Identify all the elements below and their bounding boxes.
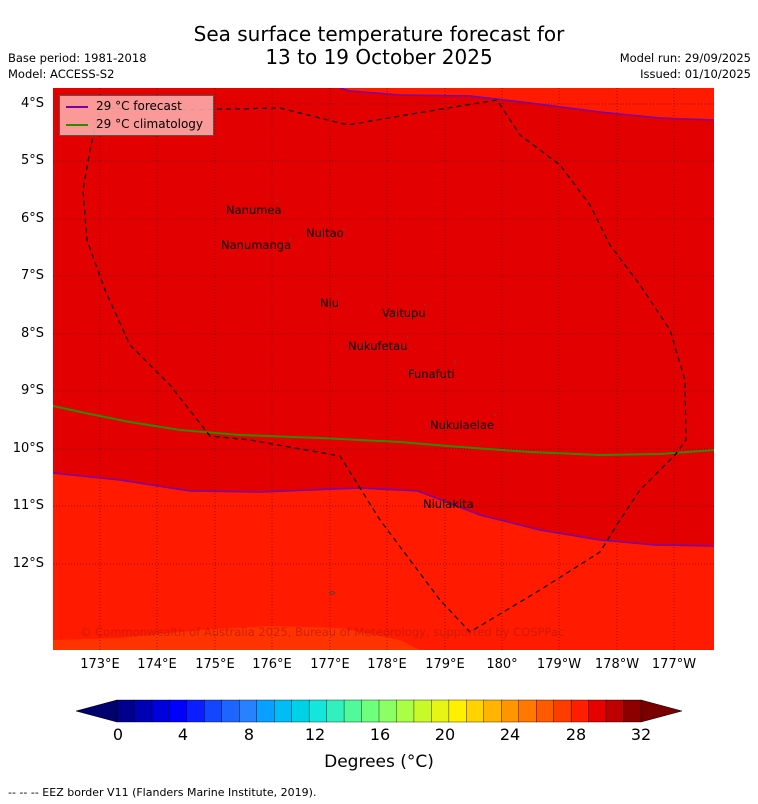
model-name: Model: ACCESS-S2 — [8, 67, 115, 81]
lon-label: 176°E — [252, 657, 292, 672]
colorbar-swatch — [483, 699, 502, 723]
forecast-29c-contour-north — [339, 88, 714, 121]
legend-climatology-label: 29 °C climatology — [96, 117, 204, 131]
legend-forecast: 29 °C forecast — [66, 99, 182, 113]
lat-label: 12°S — [12, 556, 44, 571]
sst-region-27-warm-patch — [53, 626, 420, 650]
place-label: Vaitupu — [382, 306, 426, 320]
colorbar-swatch — [274, 699, 293, 723]
eez-border — [82, 99, 687, 633]
lon-label: 180° — [486, 657, 518, 672]
lon-label: 179°E — [425, 657, 465, 672]
issued-date: Issued: 01/10/2025 — [640, 67, 751, 81]
colorbar-title: Degrees (°C) — [324, 752, 434, 772]
colorbar-swatch — [553, 699, 572, 723]
lon-label: 179°W — [536, 657, 582, 672]
lat-label: 7°S — [20, 268, 44, 283]
colorbar-tick-label: 32 — [630, 725, 652, 744]
lat-label: 11°S — [12, 498, 44, 513]
place-label: Niu — [320, 296, 340, 310]
colorbar-swatch — [588, 699, 607, 723]
lat-label: 4°S — [20, 96, 44, 111]
colorbar-min-extend — [75, 699, 118, 723]
sst-region-29-30 — [53, 88, 714, 546]
legend-forecast-line — [66, 105, 88, 108]
title-line1: Sea surface temperature forecast for — [193, 22, 565, 46]
legend-climatology-line — [66, 123, 88, 126]
copyright-notice: © Commonwealth of Australia 2025, Bureau… — [80, 625, 565, 639]
colorbar-swatch — [326, 699, 345, 723]
contour-legend: 29 °C forecast 29 °C climatology — [59, 95, 214, 136]
colorbar-swatch — [466, 699, 485, 723]
forecast-29c-contour — [53, 472, 714, 547]
lon-label: 178°W — [594, 657, 640, 672]
colorbar-tick-label: 0 — [112, 725, 124, 744]
lat-label: 5°S — [20, 153, 44, 168]
colorbar-swatch — [343, 699, 363, 723]
colorbar-swatch — [536, 699, 555, 723]
lon-label: 178°E — [367, 657, 407, 672]
place-label: Niulakita — [423, 497, 474, 511]
colorbar-tick-label: 20 — [434, 725, 456, 744]
colorbar-swatch — [239, 699, 258, 723]
colorbar-swatch — [448, 699, 467, 723]
colorbar-tick-label: 16 — [369, 725, 391, 744]
colorbar-swatch — [570, 699, 590, 723]
title-line2: 13 to 19 October 2025 — [265, 45, 493, 69]
base-period: Base period: 1981-2018 — [8, 51, 147, 65]
colorbar-swatch — [431, 699, 450, 723]
colorbar-swatch — [378, 699, 397, 723]
colorbar-swatch — [361, 699, 380, 723]
place-label: Funafuti — [408, 367, 455, 381]
colorbar-swatch — [396, 699, 415, 723]
colorbar-swatch — [605, 699, 625, 723]
colorbar-swatch — [308, 699, 328, 723]
map-graticule — [53, 88, 714, 650]
lon-label: 177°E — [310, 657, 350, 672]
colorbar-swatch — [151, 699, 170, 723]
colorbar-swatch — [169, 699, 188, 723]
island-markers — [275, 199, 497, 595]
colorbar-swatch — [623, 699, 642, 723]
place-label: Nanumanga — [221, 238, 292, 252]
legend-forecast-label: 29 °C forecast — [96, 99, 182, 113]
colorbar-swatch — [134, 699, 153, 723]
colorbar-swatch — [204, 699, 223, 723]
colorbar-swatch — [413, 699, 432, 723]
lat-label: 9°S — [20, 383, 44, 398]
colorbar-swatch — [186, 699, 205, 723]
islet-outline — [328, 591, 336, 595]
colorbar — [75, 699, 683, 723]
model-run: Model run: 29/09/2025 — [619, 51, 751, 65]
climatology-29c-contour — [53, 405, 714, 457]
place-label: Nuitao — [306, 226, 344, 240]
place-label: Nanumea — [226, 203, 282, 217]
colorbar-tick-label: 24 — [499, 725, 521, 744]
colorbar-tick-label: 12 — [304, 725, 326, 744]
colorbar-swatch — [291, 699, 310, 723]
colorbar-swatch — [501, 699, 520, 723]
colorbar-tick-label: 8 — [243, 725, 255, 744]
lat-label: 8°S — [20, 326, 44, 341]
eez-footnote: -- -- -- EEZ border V11 (Flanders Marine… — [8, 786, 317, 799]
colorbar-swatch — [256, 699, 275, 723]
colorbar-tick-label: 4 — [177, 725, 189, 744]
lat-label: 10°S — [12, 441, 44, 456]
lon-label: 177°W — [651, 657, 697, 672]
colorbar-max-extend — [640, 699, 683, 723]
lon-label: 173°E — [80, 657, 120, 672]
lon-label: 174°E — [137, 657, 177, 672]
colorbar-tick-label: 28 — [565, 725, 587, 744]
colorbar-swatch — [116, 699, 135, 723]
place-label: Nukulaelae — [430, 418, 495, 432]
colorbar-swatch — [518, 699, 537, 723]
legend-climatology: 29 °C climatology — [66, 117, 203, 131]
place-label: Nukufetau — [348, 339, 408, 353]
lon-label: 175°E — [195, 657, 235, 672]
colorbar-swatch — [221, 699, 240, 723]
lat-label: 6°S — [20, 211, 44, 226]
